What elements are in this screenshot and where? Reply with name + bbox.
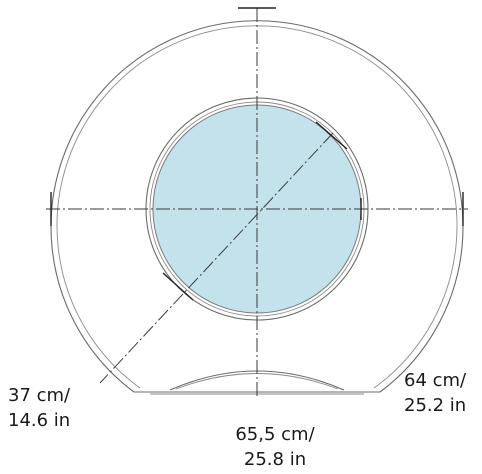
window-diameter-metric: 37 cm/ [8, 385, 71, 406]
window-diameter-imperial: 14.6 in [8, 410, 71, 431]
window-diameter-tick-lower [162, 272, 194, 301]
window-diameter-tick-upper [315, 121, 348, 150]
overall-width-imperial: 25.8 in [243, 449, 307, 470]
overall-height-metric: 64 cm/ [404, 370, 467, 391]
diameter-dimension-line [99, 132, 334, 384]
overall-width-metric: 65,5 cm/ [235, 424, 315, 445]
overall-height-label: 64 cm/ 25.2 in [404, 368, 466, 418]
overall-height-imperial: 25.2 in [404, 395, 467, 416]
window-diameter-label: 37 cm/ 14.6 in [8, 383, 70, 433]
overall-width-label: 65,5 cm/ 25.8 in [210, 422, 340, 472]
